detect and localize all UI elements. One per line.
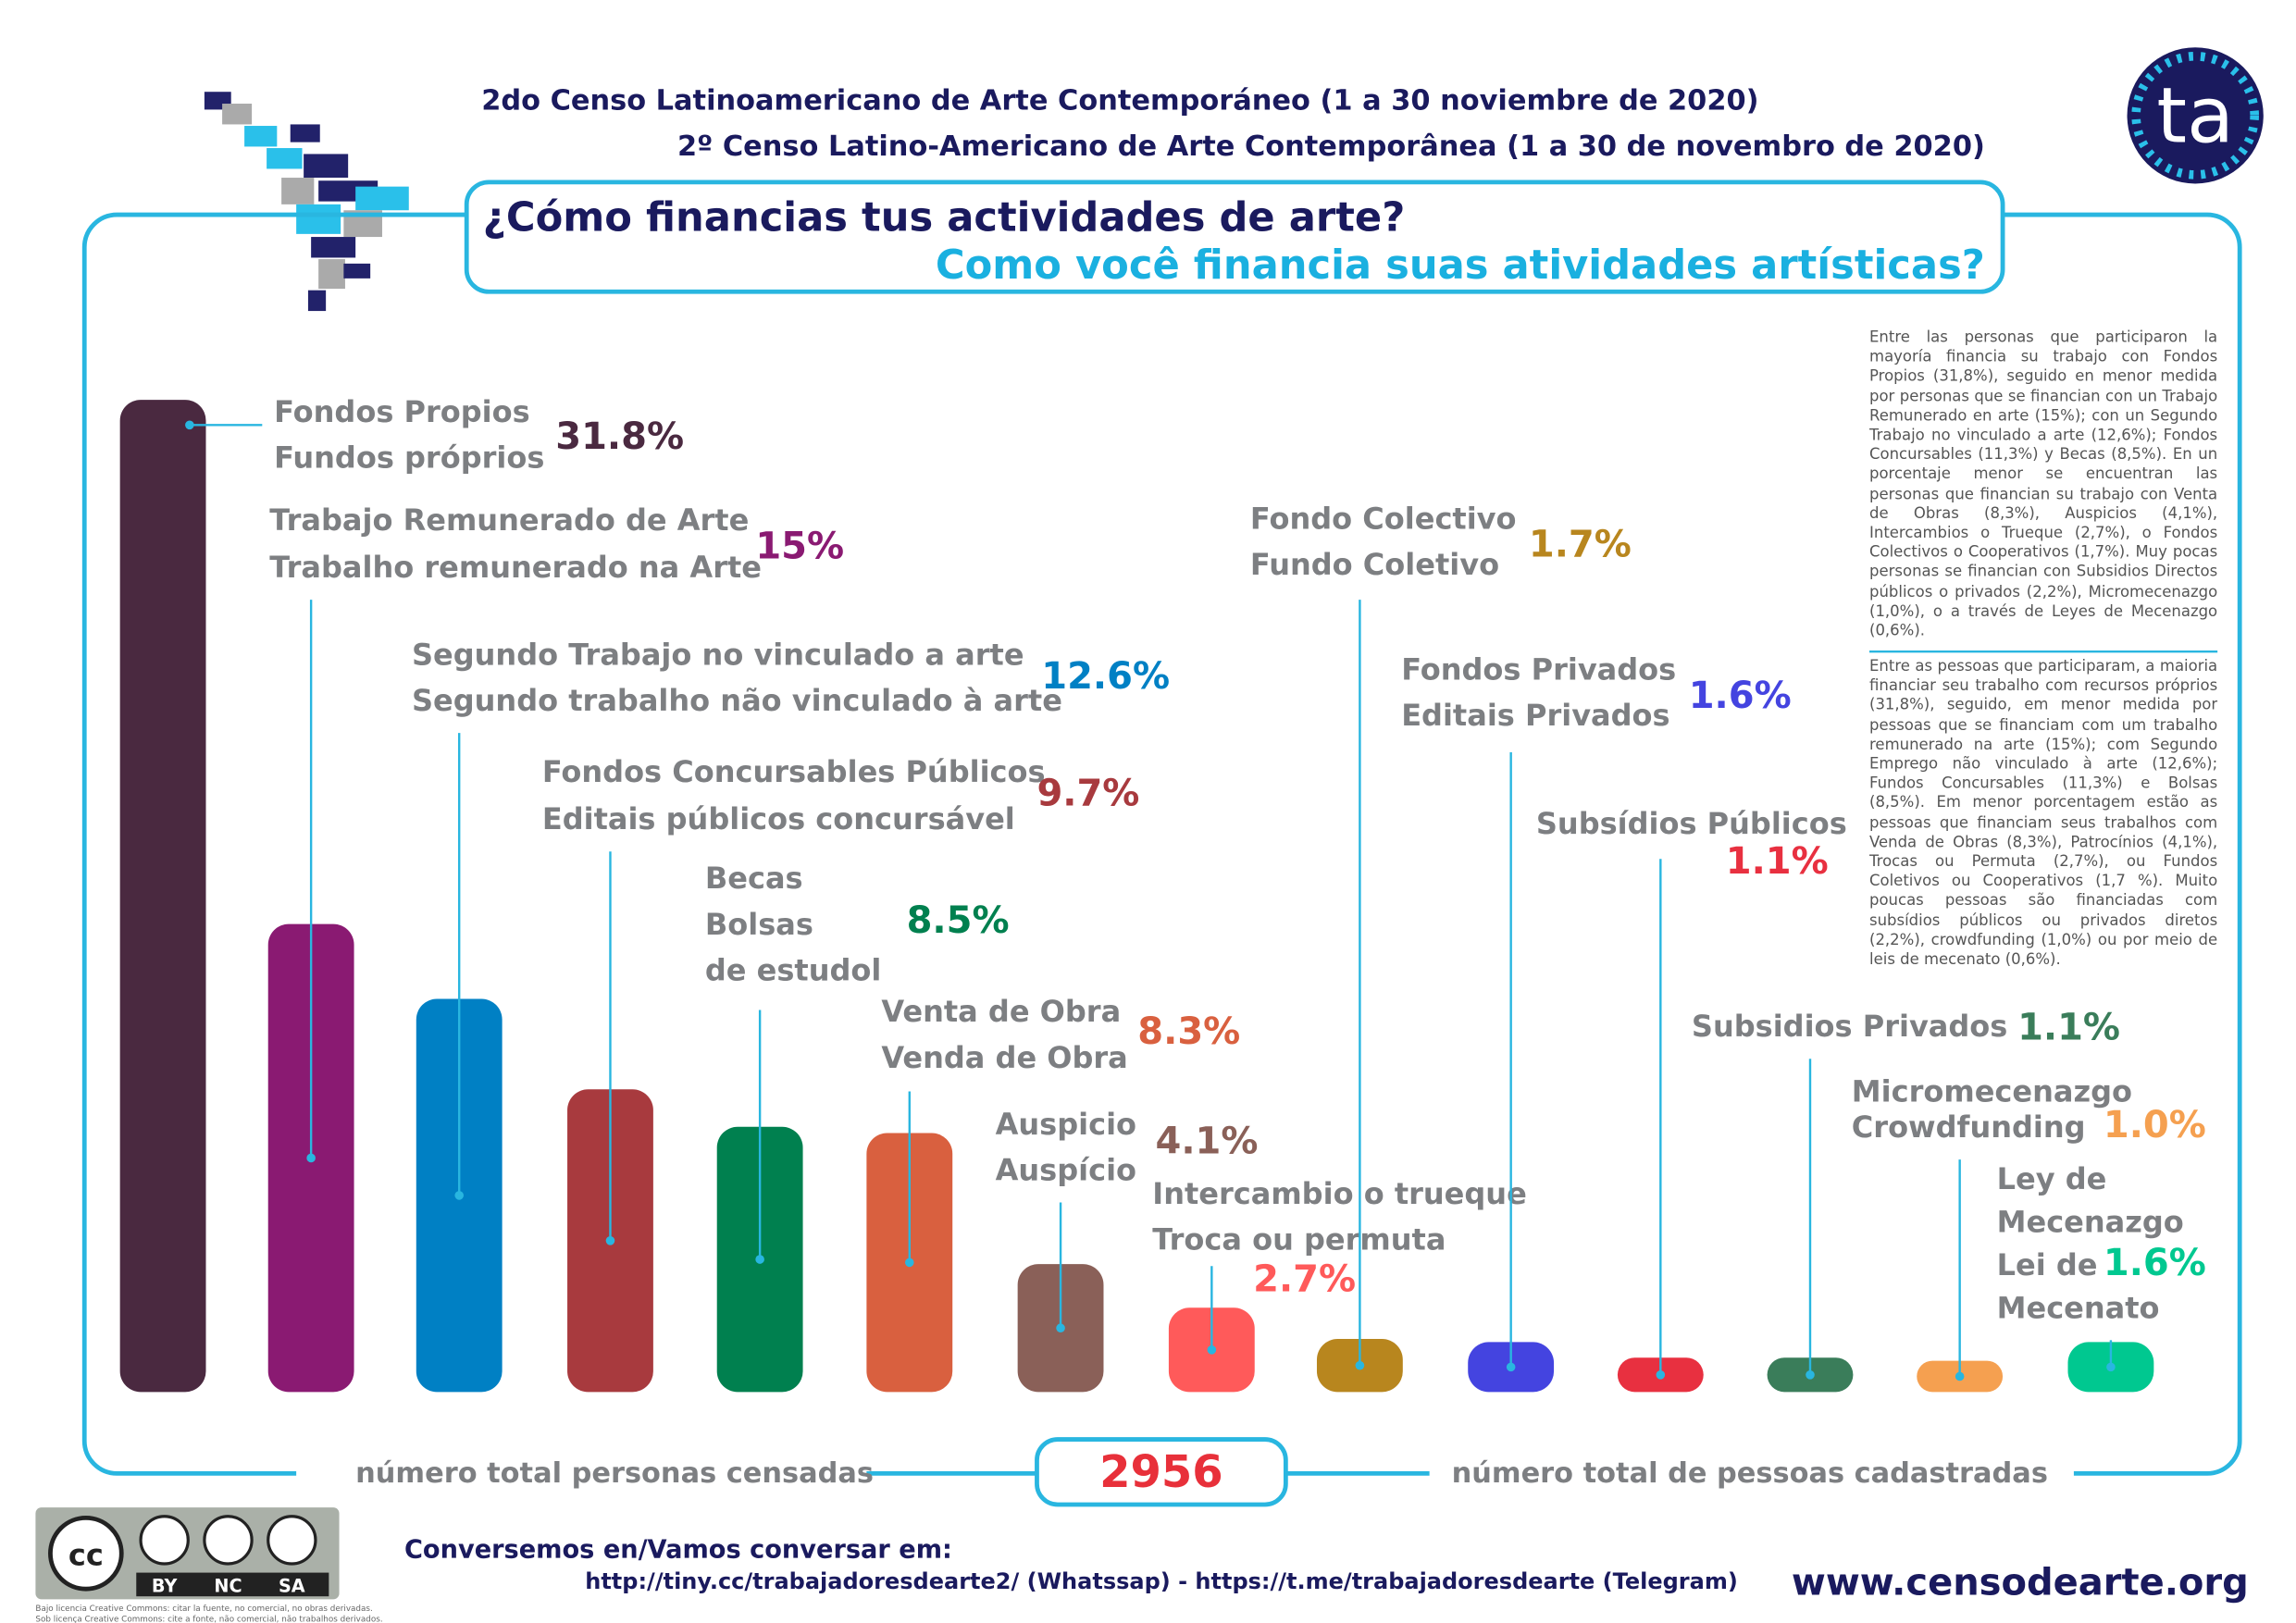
svg-text:cc: cc [68, 1538, 104, 1573]
value-label: 9.7% [1036, 773, 1139, 815]
value-label: 1.1% [1726, 840, 1829, 883]
category-label: Trabajo Remunerado de Arte [269, 502, 749, 538]
category-label: Auspicio [996, 1107, 1136, 1142]
connector-dot [605, 1236, 615, 1245]
value-label: 12.6% [1041, 655, 1170, 698]
value-label: 31.8% [555, 415, 684, 458]
category-label: Venta de Obra [881, 994, 1121, 1029]
license: Sob licença Creative Commons: cite a fon… [35, 1615, 382, 1623]
logo-dots [2131, 52, 2259, 180]
connector-dot [185, 420, 194, 430]
connector-dot [1355, 1360, 1365, 1370]
question-pt: Como você financia suas atividades artís… [936, 242, 1985, 289]
value-label: 2.7% [1253, 1258, 1356, 1301]
connector-dot [454, 1191, 465, 1200]
category-label: Micromecenazgo [1852, 1074, 2132, 1109]
category-label: Trabalho remunerado na Arte [269, 550, 762, 585]
category-label: Subsidios Privados [1692, 1009, 2007, 1044]
question-box [464, 180, 2005, 294]
category-label: Mecenato [1997, 1290, 2160, 1325]
site: www.censodearte.org [1792, 1562, 2249, 1604]
total-label-pt: número total de pessoas cadastradas [1452, 1457, 2048, 1490]
category-label: Crowdfunding [1852, 1109, 2086, 1145]
connector-dot [2106, 1362, 2116, 1372]
category-label: Intercambio o trueque [1152, 1176, 1526, 1211]
value-label: 15% [755, 525, 844, 567]
total-label-es: número total personas censadas [355, 1457, 874, 1490]
connector-dot [755, 1255, 764, 1264]
note-es-box: Entre las personas que participaron la m… [1869, 328, 2218, 640]
cc-sa: SA [279, 1575, 305, 1596]
cc-nc: NC [214, 1575, 242, 1596]
value-label: 1.7% [1529, 524, 1632, 566]
value-label: 1.0% [2104, 1104, 2206, 1146]
category-label: Fondo Colectivo [1250, 501, 1517, 536]
category-label: Fondos Propios [274, 394, 530, 429]
note-pt-box: Entre as pessoas que participaram, a mai… [1869, 657, 2218, 969]
value-label: 8.5% [907, 899, 1010, 942]
category-label: Troca ou permuta [1152, 1222, 1446, 1258]
value-label: 4.1% [1156, 1121, 1259, 1163]
license: Bajo licencia Creative Commons: citar la… [35, 1604, 372, 1614]
connector-dot [1056, 1323, 1065, 1333]
category-label: Segundo Trabajo no vinculado a arte [412, 638, 1024, 673]
category-label: Editais Privados [1401, 698, 1669, 733]
value-label: 1.6% [1689, 675, 1792, 717]
connector-dot [1207, 1345, 1217, 1355]
category-label: Fundo Coletivo [1250, 547, 1499, 582]
title-es: 2do Censo Latinoamericano de Arte Contem… [481, 84, 1758, 117]
logo [2127, 47, 2264, 184]
category-label: Ley de [1997, 1161, 2107, 1196]
total-box [1035, 1437, 1288, 1507]
connector-dot [306, 1153, 316, 1163]
category-label: Fondos Concursables Públicos [542, 754, 1046, 789]
category-label: Becas [705, 861, 803, 896]
connector-dot [904, 1258, 914, 1268]
note-pt: Entre as pessoas que participaram, a mai… [1869, 657, 2218, 969]
category-label: Subsídios Públicos [1536, 806, 1847, 841]
category-label: Segundo trabalho não vinculado à arte [412, 683, 1062, 718]
total: 2956 [1099, 1446, 1223, 1498]
bar [119, 400, 206, 1393]
map-decoration [204, 92, 409, 312]
logo-text: ta [2156, 71, 2234, 161]
connector-dot [1806, 1369, 1815, 1380]
title-pt: 2º Censo Latino-Americano de Arte Contem… [677, 130, 1985, 163]
category-label: Editais públicos concursável [542, 801, 1015, 836]
category-label: Mecenazgo [1997, 1205, 2184, 1240]
category-label: Fundos próprios [274, 440, 544, 476]
question-es: ¿Cómo financias tus actividades de arte? [483, 195, 1405, 242]
category-label: Auspício [996, 1152, 1136, 1187]
value-label: 8.3% [1137, 1010, 1240, 1053]
connector-dot [1506, 1362, 1516, 1372]
value-label: 1.6% [2104, 1242, 2206, 1284]
cc-badge: cc BY NC SA [35, 1507, 340, 1600]
category-label: de estudol [705, 952, 881, 987]
category-label: Fondos Privados [1401, 652, 1676, 688]
cc-by: BY [152, 1575, 179, 1596]
contact: Conversemos en/Vamos conversar em: [404, 1536, 952, 1565]
category-label: Venda de Obra [881, 1040, 1127, 1075]
note-es: Entre las personas que participaron la m… [1869, 328, 2218, 640]
value-label: 1.1% [2017, 1006, 2120, 1048]
category-label: Bolsas [705, 907, 813, 942]
connector-dot [1955, 1371, 1965, 1381]
links: http://tiny.cc/trabajadoresdearte2/ (Wha… [585, 1568, 1738, 1594]
category-label: Lei de [1997, 1247, 2098, 1282]
connector-dot [1656, 1369, 1666, 1380]
